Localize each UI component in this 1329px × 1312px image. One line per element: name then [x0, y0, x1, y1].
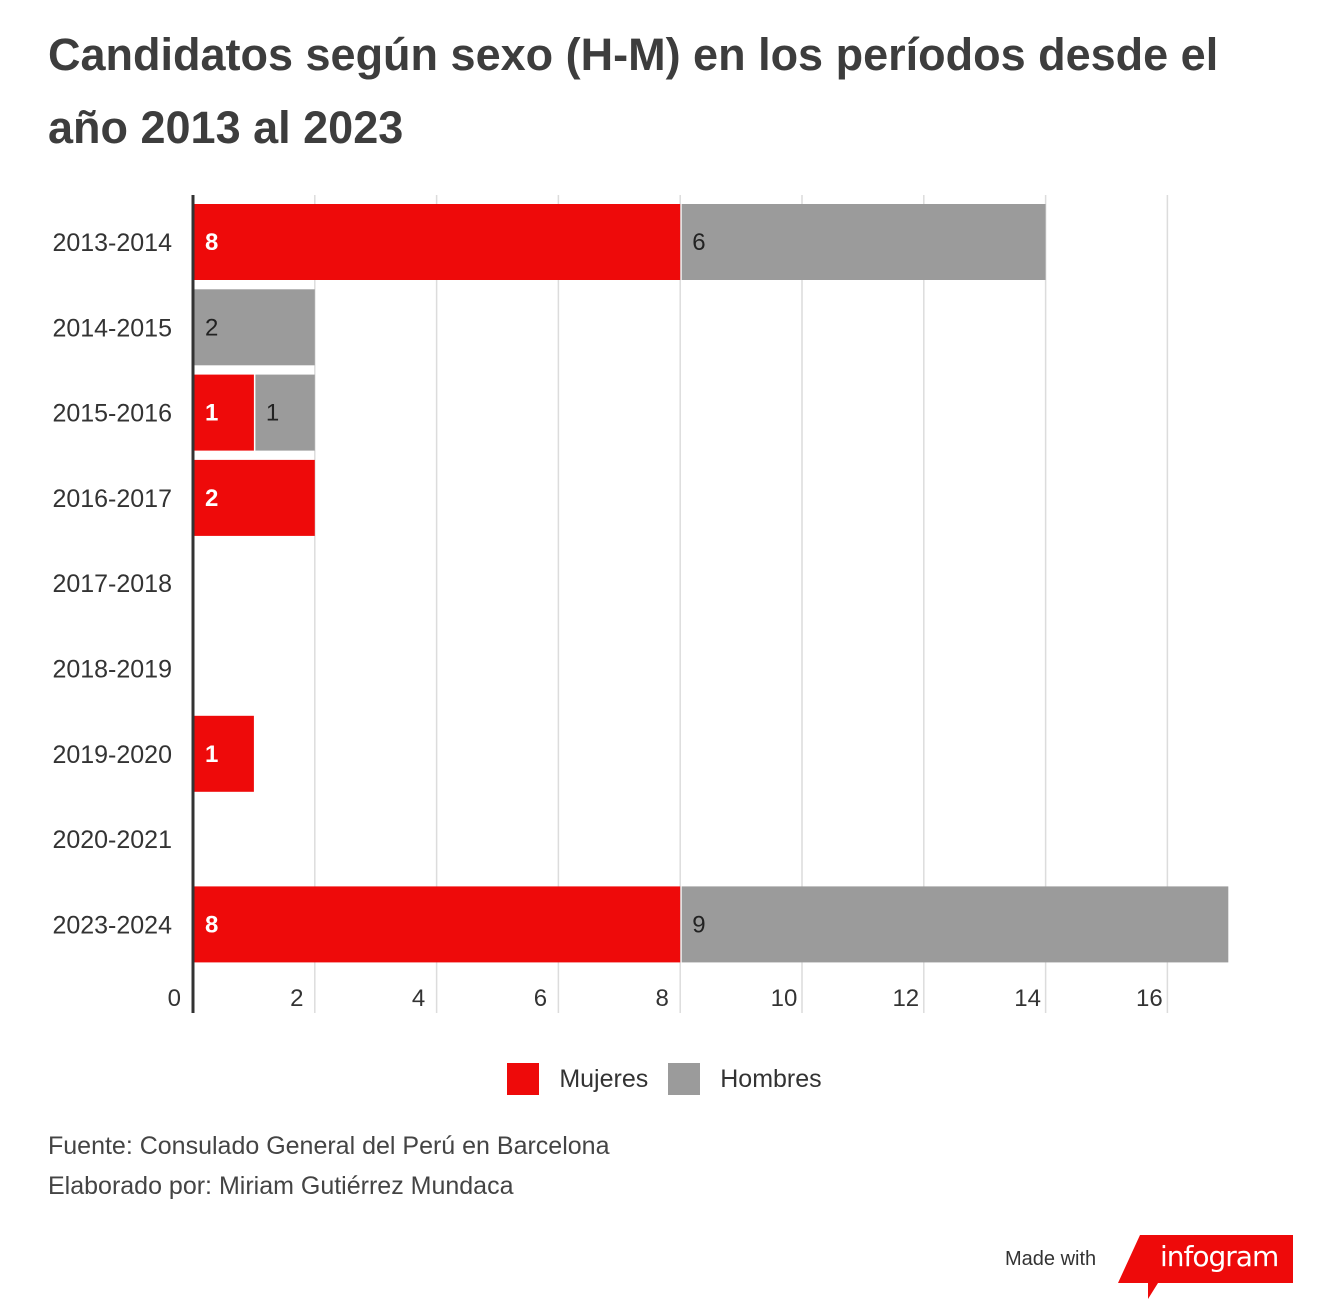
legend-label-hombres: Hombres: [720, 1064, 822, 1093]
bars: [194, 204, 1229, 963]
source-notes: Fuente: Consulado General del Perú en Ba…: [48, 1126, 609, 1206]
data-label-mujeres: 1: [205, 741, 218, 768]
legend-item-mujeres[interactable]: Mujeres: [507, 1063, 648, 1095]
chart-title: Candidatos según sexo (H-M) en los perío…: [48, 29, 1219, 153]
made-with-text: Made with: [1005, 1248, 1097, 1270]
category-labels: 2013-2014 2014-2015 2015-2016 2016-2017 2017…: [52, 229, 172, 939]
category-label: 2023-2024: [52, 911, 172, 939]
legend-swatch-hombres: [668, 1063, 701, 1095]
x-tick-label: 10: [771, 985, 798, 1012]
legend-label-mujeres: Mujeres: [559, 1064, 649, 1093]
bar-hombres-2013-2014: [681, 204, 1046, 280]
data-labels: 8 6 2 1 1 2 1 8 9: [205, 229, 706, 938]
x-tick-label: 2: [290, 985, 303, 1012]
bar-hombres-2023-2024: [681, 886, 1229, 963]
x-tick-labels: 0 2 4 6 8 10 12 14 16: [168, 985, 1163, 1012]
category-label: 2018-2019: [52, 656, 172, 684]
bar-mujeres-2019-2020: [194, 715, 254, 792]
data-label-hombres: 2: [205, 314, 218, 341]
x-tick-label: 16: [1136, 985, 1163, 1012]
data-label-mujeres: 1: [205, 400, 218, 427]
legend-swatch-mujeres: [507, 1063, 540, 1095]
x-tick-label: 8: [656, 985, 669, 1012]
data-label-mujeres: 8: [205, 229, 218, 256]
author-line: Elaborado por: Miriam Gutiérrez Mundaca: [48, 1172, 514, 1200]
category-label: 2014-2015: [52, 314, 172, 342]
bar-mujeres-2023-2024: [194, 886, 681, 963]
category-label: 2016-2017: [52, 485, 172, 513]
category-label: 2020-2021: [52, 826, 172, 854]
bar-mujeres-2016-2017: [194, 459, 315, 536]
category-label: 2017-2018: [52, 570, 172, 598]
bar-hombres-2014-2015: [194, 289, 315, 366]
x-tick-label: 4: [412, 985, 425, 1012]
data-label-mujeres: 8: [205, 911, 218, 938]
x-tick-label: 6: [534, 985, 547, 1012]
source-line: Fuente: Consulado General del Perú en Ba…: [48, 1132, 610, 1160]
category-label: 2013-2014: [52, 229, 172, 257]
legend: Mujeres Hombres: [0, 1063, 1329, 1095]
grid-lines: [314, 195, 1169, 1013]
x-tick-label: 14: [1014, 985, 1041, 1012]
bar-hombres-2015-2016: [255, 374, 315, 451]
category-label: 2015-2016: [52, 400, 172, 428]
x-tick-label: 12: [892, 985, 919, 1012]
infogram-logo-text[interactable]: infogram: [1160, 1240, 1279, 1273]
category-label: 2019-2020: [52, 741, 172, 769]
legend-item-hombres[interactable]: Hombres: [668, 1063, 822, 1095]
data-label-hombres: 1: [266, 400, 279, 427]
infogram-logo-badge[interactable]: [1118, 1235, 1293, 1299]
data-label-hombres: 9: [692, 911, 705, 938]
data-label-mujeres: 2: [205, 485, 218, 512]
bar-mujeres-2013-2014: [194, 204, 681, 280]
bar-mujeres-2015-2016: [194, 374, 254, 451]
data-label-hombres: 6: [692, 229, 705, 256]
x-tick-label: 0: [168, 985, 181, 1012]
